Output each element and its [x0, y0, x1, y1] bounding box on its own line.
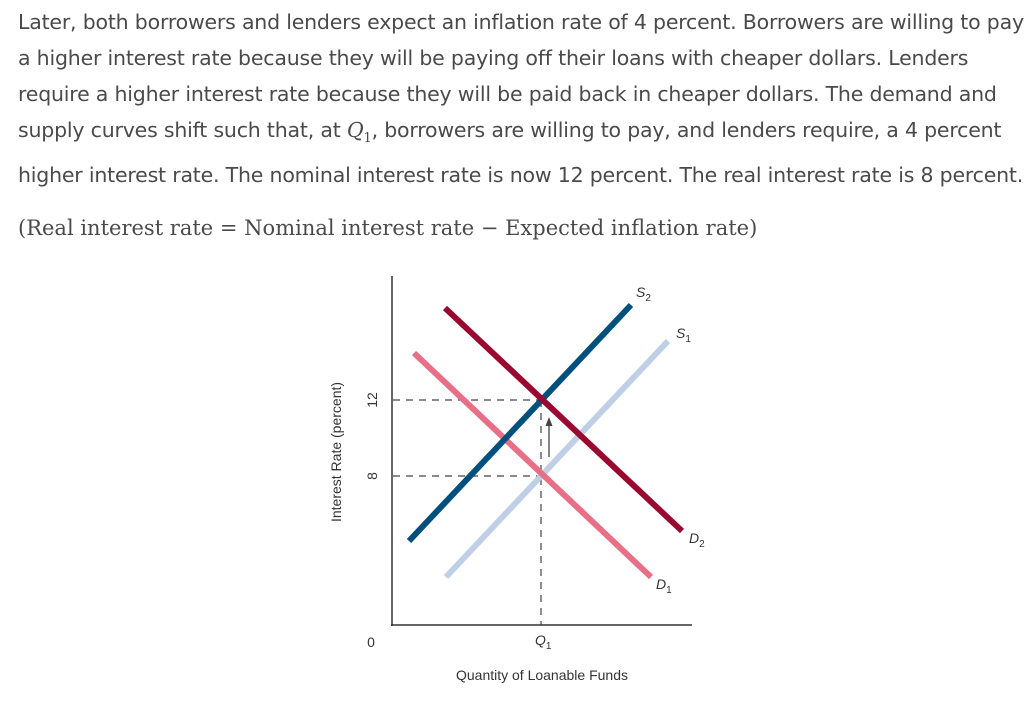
y-axis-title: Interest Rate (percent) [328, 382, 344, 522]
demand-curve-d1 [411, 350, 654, 580]
q1-symbol: Q1 [346, 118, 372, 147]
x-tick-q1: Q1 [535, 632, 552, 652]
paragraph-text-1: Later, both borrowers and lenders expect… [18, 10, 1024, 142]
label-d2: D2 [689, 530, 705, 550]
y-tick-8: 8 [364, 472, 380, 480]
supply-curve-s2 [406, 302, 634, 544]
label-s2: S2 [636, 284, 651, 304]
real-interest-formula: (Real interest rate = Nominal interest r… [18, 216, 758, 240]
label-s1: S1 [676, 325, 691, 345]
arrow-head-icon [545, 417, 553, 426]
y-tick-12: 12 [364, 392, 380, 408]
x-axis-title: Quantity of Loanable Funds [456, 667, 628, 683]
label-d1: D1 [656, 576, 672, 596]
y-tick-0: 0 [367, 634, 375, 650]
paragraph-text-2: , borrowers are willing to pay, and lend… [18, 118, 1024, 188]
demand-curve-d2 [442, 305, 685, 534]
supply-curve-s1 [443, 338, 671, 580]
explanation-paragraph: Later, both borrowers and lenders expect… [18, 4, 1028, 193]
